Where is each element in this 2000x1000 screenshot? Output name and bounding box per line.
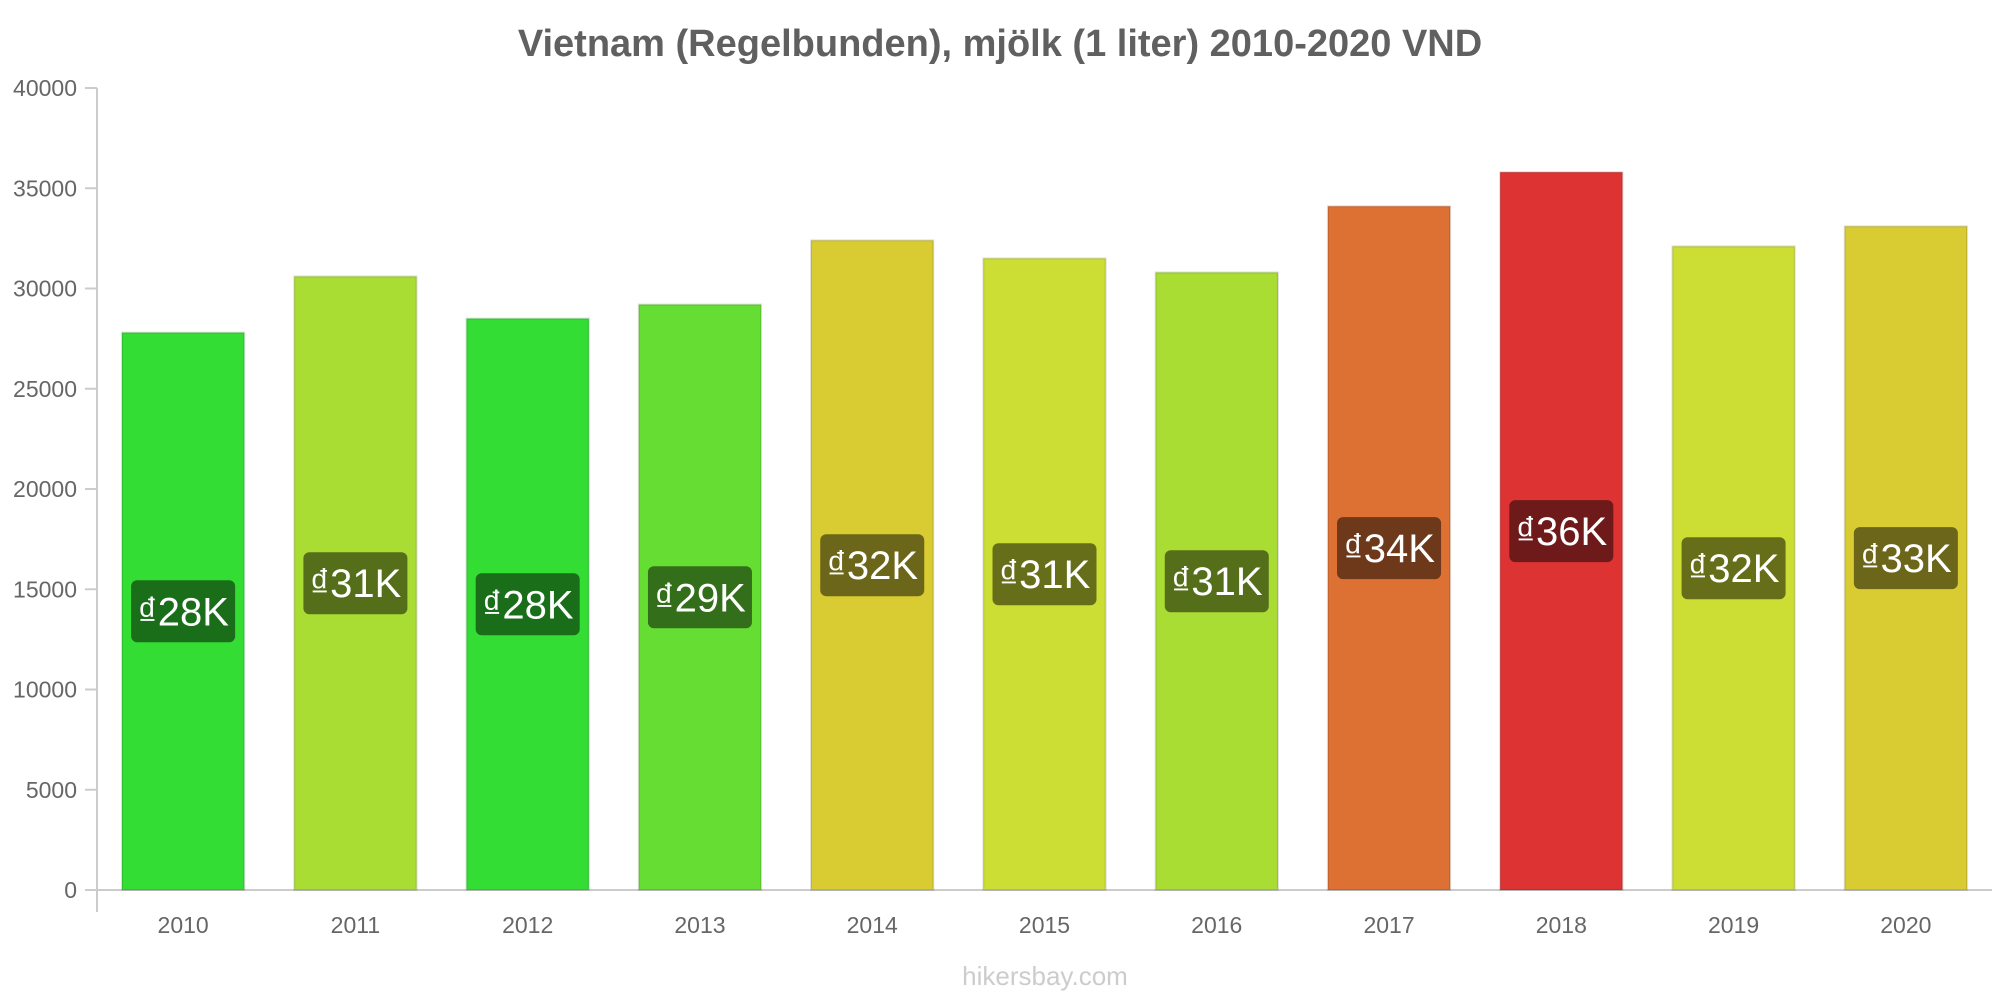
y-tick-label: 25000: [13, 376, 77, 402]
x-tick-label: 2019: [1708, 912, 1759, 938]
data-label-background: [1509, 500, 1614, 563]
x-tick-label: 2015: [1019, 912, 1070, 938]
y-tick-label: 20000: [13, 476, 77, 502]
data-label-background: [647, 566, 752, 629]
data-label: ₫28K: [137, 590, 229, 634]
data-label: ₫28K: [482, 583, 574, 627]
data-label: ₫32K: [826, 544, 918, 588]
y-tick-label: 10000: [13, 677, 77, 703]
y-tick-label: 30000: [13, 276, 77, 302]
x-tick-label: 2018: [1536, 912, 1587, 938]
data-label: ₫31K: [310, 562, 402, 606]
data-label-background: [1164, 550, 1269, 613]
data-label-background: [820, 534, 925, 597]
y-tick-label: 40000: [13, 75, 77, 101]
x-tick-label: 2017: [1363, 912, 1414, 938]
data-label: ₫31K: [1171, 560, 1263, 604]
chart-title: Vietnam (Regelbunden), mjölk (1 liter) 2…: [518, 23, 1482, 65]
data-label: ₫31K: [999, 553, 1091, 597]
data-label-background: [1337, 517, 1442, 580]
data-label: ₫33K: [1860, 537, 1952, 581]
data-labels: ₫28K ₫31K ₫28K ₫29K ₫32K ₫31K ₫31K ₫34K ₫36K ₫32K…: [131, 500, 1958, 643]
data-label: ₫32K: [1688, 547, 1780, 591]
data-label-background: [1853, 527, 1958, 590]
x-tick-label: 2012: [502, 912, 553, 938]
x-tick-label: 2016: [1191, 912, 1242, 938]
y-tick-label: 15000: [13, 576, 77, 602]
x-tick-label: 2014: [847, 912, 898, 938]
y-tick-label: 5000: [26, 777, 77, 803]
data-label-background: [992, 543, 1097, 606]
data-label: ₫34K: [1343, 527, 1435, 571]
y-tick-label: 0: [64, 877, 77, 903]
data-label-background: [303, 552, 408, 615]
data-label-background: [131, 580, 236, 643]
x-tick-label: 2020: [1880, 912, 1931, 938]
x-axis-labels: 2010 2011 2012 2013 2014 2015 2016 2017 2018 2019…: [158, 912, 1932, 938]
x-tick-label: 2013: [674, 912, 725, 938]
data-label-background: [1681, 537, 1786, 600]
y-tick-label: 35000: [13, 175, 77, 201]
x-tick-label: 2010: [158, 912, 209, 938]
data-label-background: [475, 573, 580, 636]
watermark: hikersbay.com: [962, 961, 1128, 991]
data-label: ₫29K: [654, 576, 746, 620]
x-tick-label: 2011: [331, 912, 380, 938]
data-label: ₫36K: [1515, 510, 1607, 554]
bars: [120, 171, 1969, 892]
